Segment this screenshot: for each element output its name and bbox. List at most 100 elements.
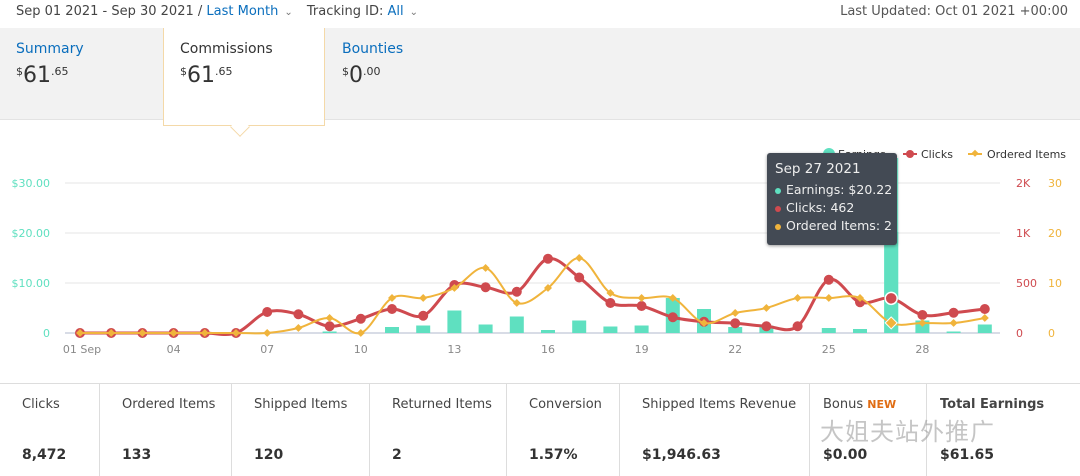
tab-bounties[interactable]: Bounties $0.00 — [326, 28, 486, 120]
stat-total-earnings: Total Earnings $61.65 — [940, 397, 1045, 463]
tab-amount: $61.65 — [16, 63, 69, 88]
ordered-point — [793, 293, 802, 302]
chevron-down-icon[interactable]: ⌄ — [284, 7, 293, 18]
earnings-bar — [509, 316, 524, 333]
ordered-point — [200, 328, 209, 337]
earnings-bar — [884, 231, 899, 333]
tab-label: Bounties — [342, 41, 404, 57]
earnings-tabs: Summary $61.65 Commissions $61.65 Bounti… — [0, 28, 1080, 126]
x-tick-label: 07 — [260, 343, 274, 356]
tracking-id-dropdown[interactable]: All — [387, 4, 404, 19]
x-tick-label: 22 — [728, 343, 742, 356]
tooltip-ordered: Ordered Items: 2 — [786, 218, 892, 233]
x-tick-label: 25 — [822, 343, 836, 356]
x-tick-label: 16 — [541, 343, 555, 356]
last-updated: Last Updated: Oct 01 2021 +00:00 — [840, 4, 1068, 19]
x-tick-label: 13 — [447, 343, 461, 356]
filter-bar: Sep 01 2021 - Sep 30 2021 / Last Month ⌄ … — [0, 0, 1080, 26]
ordered-point — [294, 323, 303, 332]
ordered-point — [731, 308, 740, 317]
ordered-point — [700, 318, 708, 327]
y-left-tick: $30.00 — [12, 177, 51, 190]
y-right-ordered-tick: 20 — [1048, 227, 1062, 240]
date-range: Sep 01 2021 - Sep 30 2021 / — [16, 4, 203, 19]
y-right-clicks-tick: 1K — [1016, 227, 1031, 240]
stat-shipped-revenue: Shipped Items Revenue $1,946.63 — [620, 384, 810, 476]
legend-ordered: Ordered Items — [987, 148, 1066, 161]
tab-amount: $61.65 — [180, 63, 233, 88]
ordered-point — [575, 253, 584, 262]
ordered-point — [637, 293, 646, 302]
period-dropdown[interactable]: Last Month — [206, 4, 279, 19]
earnings-bar — [447, 310, 462, 333]
tab-summary[interactable]: Summary $61.65 — [0, 28, 163, 120]
stat-conversion: Conversion 1.57% — [507, 384, 620, 476]
earnings-bar — [603, 326, 618, 333]
x-tick-label: 10 — [354, 343, 368, 356]
earnings-dot-icon — [775, 187, 781, 194]
earnings-bar — [322, 331, 337, 333]
new-badge: NEW — [867, 398, 897, 411]
clicks-point — [480, 282, 491, 293]
stat-bonus: Bonus NEW $0.00 — [810, 384, 927, 476]
ordered-point — [884, 316, 898, 330]
tracking-label: Tracking ID: — [306, 4, 384, 19]
ordered-dot-icon — [775, 223, 781, 230]
ordered-point — [419, 293, 428, 302]
ordered-point — [512, 298, 521, 307]
ordered-point — [481, 263, 490, 272]
clicks-point — [917, 310, 928, 320]
earnings-bar — [946, 331, 961, 333]
stat-returned-items: Returned Items 2 — [370, 384, 507, 476]
clicks-point — [418, 310, 429, 321]
clicks-point — [636, 301, 647, 311]
watermark: 大姐夫站外推广 — [820, 418, 995, 446]
y-right-ordered-tick: 10 — [1048, 277, 1062, 290]
ordered-point — [450, 283, 459, 292]
y-right-clicks-tick: 2K — [1016, 177, 1031, 190]
y-left-tick: $20.00 — [12, 227, 51, 240]
legend-ordered-icon — [971, 149, 979, 157]
ordered-point — [169, 328, 178, 337]
stats-bar: Clicks 8,472 Ordered Items 133 Shipped Ite… — [0, 383, 1080, 476]
earnings-bar — [572, 320, 587, 333]
clicks-point — [761, 321, 772, 332]
tooltip-earnings: Earnings: $20.22 — [786, 182, 893, 197]
x-tick-label: 04 — [167, 343, 181, 356]
clicks-point — [262, 307, 273, 317]
earnings-bar — [541, 330, 555, 333]
clicks-point — [792, 321, 803, 332]
ordered-point — [762, 303, 771, 312]
clicks-point — [823, 274, 834, 285]
ordered-point — [107, 328, 116, 337]
ordered-point — [824, 293, 833, 302]
ordered-point — [232, 328, 240, 337]
ordered-point — [388, 293, 396, 302]
legend-clicks: Clicks — [921, 148, 953, 161]
chevron-down-icon[interactable]: ⌄ — [409, 7, 419, 18]
clicks-point — [511, 286, 522, 297]
tab-label: Summary — [16, 41, 84, 57]
clicks-point — [543, 253, 553, 264]
clicks-dot-icon — [775, 205, 781, 212]
clicks-point — [605, 298, 616, 308]
y-left-tick: 0 — [43, 327, 50, 340]
ordered-point — [325, 313, 334, 322]
earnings-bar — [385, 327, 399, 333]
x-tick-label: 19 — [635, 343, 649, 356]
stat-clicks: Clicks 8,472 — [0, 384, 100, 476]
clicks-point — [667, 312, 678, 323]
earnings-bar — [853, 329, 867, 333]
y-right-clicks-tick: 500 — [1016, 277, 1037, 290]
tab-label: Commissions — [180, 41, 273, 57]
stat-shipped-items: Shipped Items 120 — [232, 384, 370, 476]
y-right-clicks-tick: 0 — [1016, 327, 1023, 340]
clicks-point — [324, 321, 335, 332]
earnings-bar — [728, 327, 743, 333]
tooltip-clicks: Clicks: 462 — [786, 200, 855, 215]
earnings-bar — [821, 328, 836, 333]
ordered-line — [80, 257, 985, 335]
x-tick-label: 28 — [915, 343, 929, 356]
tab-commissions[interactable]: Commissions $61.65 — [163, 28, 325, 126]
legend-clicks-icon — [906, 150, 914, 158]
